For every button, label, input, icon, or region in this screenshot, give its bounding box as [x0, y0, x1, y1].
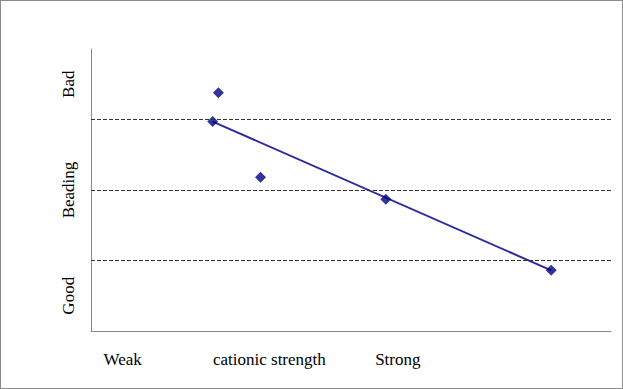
svg-text:Weak: Weak: [104, 350, 143, 369]
svg-text:Beading: Beading: [59, 161, 78, 218]
svg-text:Good: Good: [59, 276, 78, 314]
svg-text:Strong: Strong: [375, 350, 421, 369]
svg-text:Bad: Bad: [59, 70, 78, 98]
svg-text:cationic strength: cationic strength: [213, 350, 326, 369]
